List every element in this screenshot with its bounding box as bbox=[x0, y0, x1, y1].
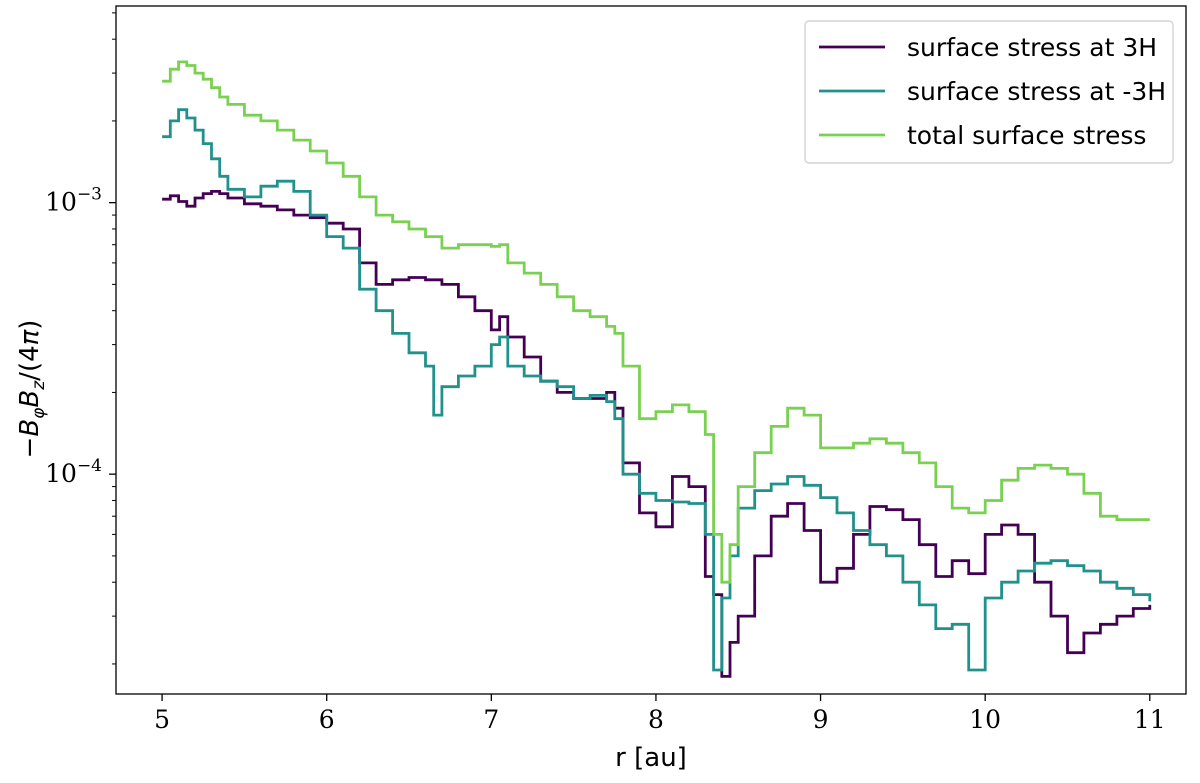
series-line-3 bbox=[162, 60, 1150, 584]
legend-label-3: total surface stress bbox=[907, 121, 1146, 150]
legend-box bbox=[804, 20, 1174, 164]
series-layer bbox=[162, 60, 1152, 678]
x-tick-label: 7 bbox=[483, 705, 499, 734]
plot-frame bbox=[115, 5, 1187, 695]
x-tick-label: 11 bbox=[1134, 705, 1166, 734]
x-axis-title: r [au] bbox=[615, 743, 687, 773]
series-line-2 bbox=[162, 108, 1152, 672]
y-tick-label: 10−3 bbox=[45, 185, 102, 217]
y-axis-title: −BφBz/(4π) bbox=[15, 320, 49, 459]
legend-entries: surface stress at 3H surface stress at -3… bbox=[819, 33, 1166, 150]
ticks-layer: 5 6 7 8 9 10 11 10−3 10−4 bbox=[45, 12, 1166, 734]
x-tick-label: 10 bbox=[969, 705, 1001, 734]
svg-text:−BφBz/(4π): −BφBz/(4π) bbox=[15, 320, 49, 459]
legend-label-1: surface stress at 3H bbox=[907, 33, 1157, 62]
series-line-1 bbox=[162, 190, 1152, 678]
x-tick-label: 8 bbox=[648, 705, 664, 734]
x-tick-label: 6 bbox=[319, 705, 335, 734]
x-tick-label: 9 bbox=[813, 705, 829, 734]
y-tick-label: 10−4 bbox=[45, 456, 102, 488]
x-tick-label: 5 bbox=[154, 705, 170, 734]
legend: surface stress at 3H surface stress at -3… bbox=[804, 20, 1174, 164]
legend-label-2: surface stress at -3H bbox=[907, 77, 1166, 106]
